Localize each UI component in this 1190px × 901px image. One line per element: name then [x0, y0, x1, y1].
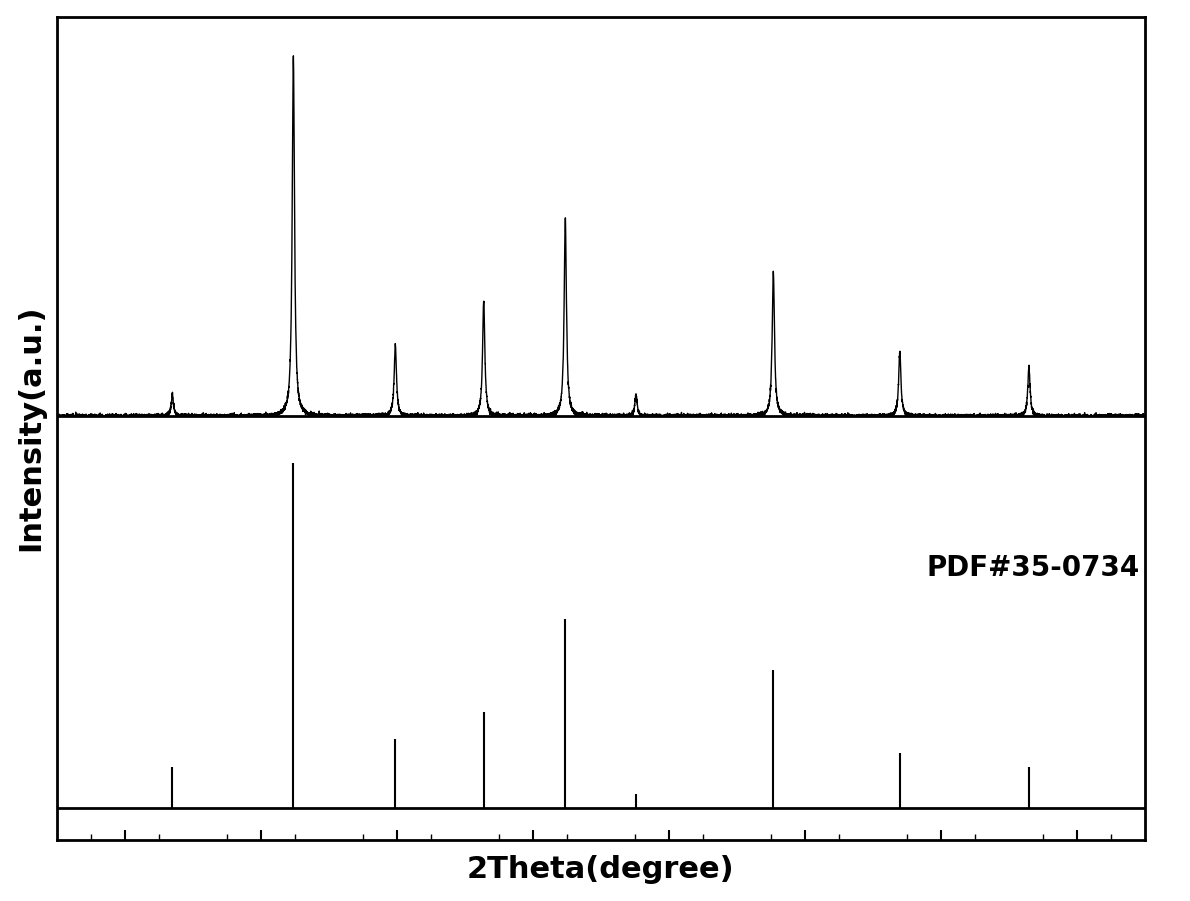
Y-axis label: Intensity(a.u.): Intensity(a.u.): [17, 305, 45, 551]
X-axis label: 2Theta(degree): 2Theta(degree): [466, 855, 734, 885]
Text: PDF#35-0734: PDF#35-0734: [927, 554, 1140, 582]
